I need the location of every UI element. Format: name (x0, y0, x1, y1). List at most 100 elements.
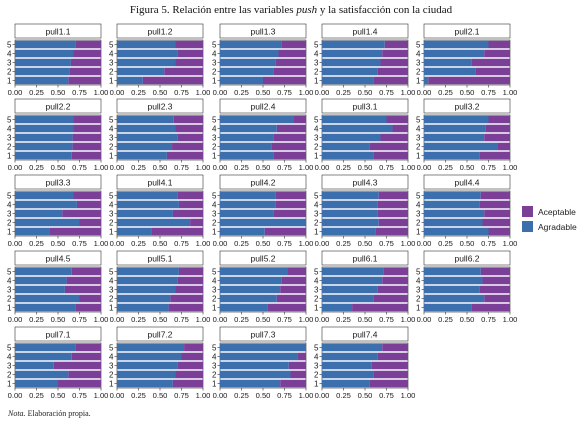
x-tick-label: 0.50 (460, 88, 475, 97)
bar-agradable (117, 151, 167, 160)
y-tick-label: 2 (109, 219, 114, 228)
panel-title: pull2.1 (454, 27, 479, 37)
figure-title-prefix: Figura 5. Relación entre las variables (129, 4, 297, 16)
bar-agradable (220, 218, 306, 227)
x-tick-label: 1.00 (94, 315, 109, 324)
y-tick-label: 5 (416, 116, 421, 125)
x-tick-label: 0.50 (51, 163, 66, 172)
legend-item-aceptable: Aceptable (522, 204, 577, 219)
panel-title: pull7.2 (147, 330, 172, 340)
y-tick-label: 5 (314, 344, 319, 353)
bar-aceptable (76, 200, 101, 209)
bar-agradable (322, 151, 374, 160)
panel-title: pull1.2 (147, 27, 172, 37)
panel-header (14, 174, 102, 190)
x-tick-label: 1.00 (299, 315, 314, 324)
y-tick-label: 2 (416, 295, 421, 304)
bar-aceptable (380, 58, 408, 67)
y-tick-label: 1 (212, 228, 217, 237)
x-tick-label: 0.50 (256, 88, 271, 97)
bar-agradable (424, 267, 481, 276)
x-tick-label: 0.50 (460, 239, 475, 248)
legend-item-agradable: Agradable (522, 219, 577, 234)
bar-aceptable (73, 191, 101, 200)
x-tick-label: 0.75 (72, 239, 87, 248)
y-tick-label: 1 (212, 152, 217, 161)
x-tick-label: 0.25 (336, 391, 351, 400)
x-tick-label: 1.00 (401, 391, 416, 400)
y-tick-label: 3 (314, 210, 319, 219)
x-tick-label: 0.75 (174, 391, 189, 400)
x-tick-label: 1.00 (196, 315, 211, 324)
x-tick-label: 0.00 (8, 239, 23, 248)
bar-aceptable (290, 370, 306, 379)
y-tick-label: 1 (212, 380, 217, 389)
x-tick-label: 0.00 (8, 163, 23, 172)
bar-agradable (117, 142, 173, 151)
y-tick-label: 2 (212, 295, 217, 304)
bar-aceptable (273, 151, 306, 160)
bar-aceptable (382, 343, 408, 352)
panel-header (423, 250, 511, 266)
y-tick-label: 5 (314, 41, 319, 50)
panel-title: pull1.3 (250, 27, 275, 37)
panel-header (116, 98, 204, 114)
bar-agradable (117, 276, 178, 285)
x-tick-label: 0.00 (8, 315, 23, 324)
bar-aceptable (484, 294, 510, 303)
panel-title: pull6.2 (454, 254, 479, 264)
x-tick-label: 0.25 (29, 315, 44, 324)
bar-aceptable (175, 285, 203, 294)
x-tick-label: 0.25 (131, 239, 146, 248)
panel-title: pull5.2 (250, 254, 275, 264)
bar-aceptable (62, 209, 101, 218)
bar-agradable (424, 115, 489, 124)
bar-aceptable (75, 303, 101, 312)
bar-aceptable (275, 58, 306, 67)
y-tick-label: 1 (7, 152, 12, 161)
y-tick-label: 3 (7, 134, 12, 143)
x-tick-label: 0.75 (174, 88, 189, 97)
bar-aceptable (175, 370, 203, 379)
x-tick-label: 0.25 (336, 239, 351, 248)
bar-agradable (117, 361, 178, 370)
bar-aceptable (378, 218, 408, 227)
x-tick-label: 0.75 (277, 239, 292, 248)
y-tick-label: 3 (314, 59, 319, 68)
y-tick-label: 1 (7, 228, 12, 237)
y-tick-label: 4 (7, 277, 12, 286)
x-tick-label: 0.00 (110, 391, 125, 400)
bar-agradable (424, 227, 489, 236)
y-tick-label: 1 (416, 228, 421, 237)
bar-agradable (424, 133, 485, 142)
x-tick-label: 0.00 (8, 88, 23, 97)
y-tick-label: 4 (212, 125, 217, 134)
y-tick-label: 4 (7, 201, 12, 210)
bar-aceptable (175, 40, 203, 49)
bar-aceptable (373, 76, 408, 85)
y-tick-label: 2 (7, 219, 12, 228)
bar-agradable (15, 58, 71, 67)
x-tick-label: 0.00 (110, 163, 125, 172)
bar-agradable (424, 58, 472, 67)
bar-agradable (15, 361, 54, 370)
x-tick-label: 0.50 (153, 239, 168, 248)
x-tick-label: 0.25 (131, 88, 146, 97)
y-tick-label: 3 (416, 59, 421, 68)
y-tick-label: 5 (109, 192, 114, 201)
y-tick-label: 5 (212, 344, 217, 353)
bar-agradable (424, 276, 483, 285)
bar-aceptable (263, 76, 306, 85)
bar-aceptable (378, 191, 408, 200)
bar-agradable (322, 285, 378, 294)
bar-agradable (15, 294, 80, 303)
bar-agradable (424, 124, 486, 133)
panel-header (321, 326, 409, 342)
x-tick-label: 0.25 (438, 315, 453, 324)
bar-agradable (220, 276, 282, 285)
bar-aceptable (177, 361, 203, 370)
y-tick-label: 1 (109, 228, 114, 237)
x-tick-label: 0.75 (277, 315, 292, 324)
